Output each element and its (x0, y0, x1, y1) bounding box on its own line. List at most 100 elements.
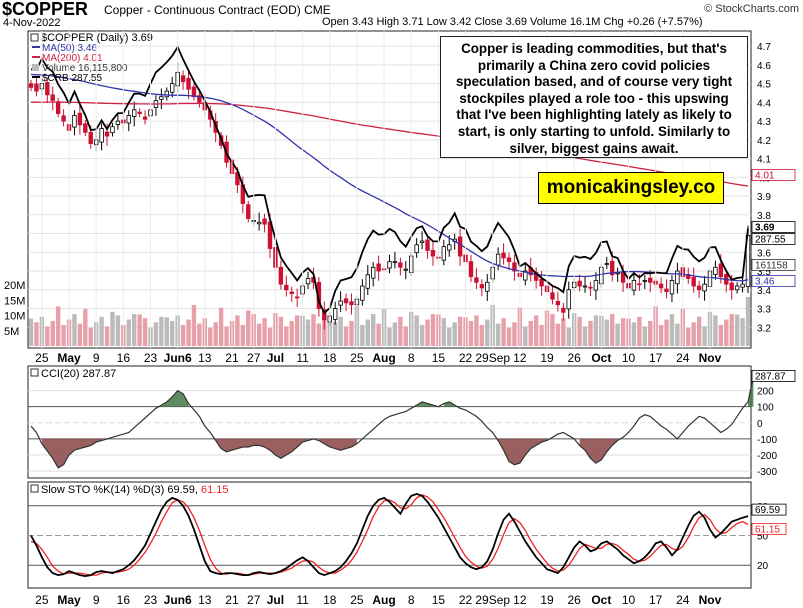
price-axis: 3.23.33.43.53.63.73.83.94.04.14.24.34.44… (757, 42, 771, 334)
volume-bar (99, 316, 104, 346)
cci-fill-region (579, 438, 618, 464)
cci-value-tag: 287.87 (751, 370, 796, 382)
volume-bar (208, 327, 213, 346)
volume-bar (278, 316, 284, 346)
volume-bar (642, 326, 647, 346)
x-tick-label: 25 (35, 593, 49, 607)
volume-bar (479, 325, 485, 346)
price-legend-swatch (30, 33, 39, 42)
candle-body (278, 266, 284, 285)
volume-bar (360, 325, 365, 346)
candle-body (631, 280, 637, 291)
volume-bar (256, 323, 262, 346)
cci-tick-label: 200 (757, 387, 774, 398)
price-tick-label: 4.7 (757, 42, 771, 53)
price-tick-label: 4.6 (757, 61, 771, 72)
candle-body (539, 278, 544, 287)
x-tick-label: 23 (144, 593, 158, 607)
volume-bar (72, 314, 77, 346)
x-tick-label: Oct (591, 593, 611, 607)
candle-body (180, 75, 186, 83)
value-tag-box (751, 275, 796, 287)
x-tick-label: 22 (459, 351, 473, 365)
x-tick-label: Aug (372, 351, 395, 365)
x-tick-label: 12 (513, 351, 527, 365)
candle-body (669, 280, 675, 295)
volume-bar (403, 326, 408, 346)
volume-bar (294, 315, 300, 346)
volume-bar (170, 320, 175, 346)
high-label: High (376, 16, 400, 28)
volume-bar (137, 314, 142, 346)
candle-body (72, 115, 77, 128)
x-axis-labels-bottom: 25 May 9 16 23 Jun6 13 21 27 Jul 11 18 25 Aug 8 15 22 29S… (35, 593, 721, 607)
volume-bar (104, 326, 110, 346)
price-tick-label: 4.1 (757, 155, 771, 166)
cci-grid (28, 390, 751, 472)
candle-body (441, 246, 447, 261)
volume-bar (28, 318, 34, 346)
volume-bar (246, 310, 251, 346)
candle-body (170, 83, 175, 93)
volume-bar (604, 319, 609, 346)
sto-k-line (30, 492, 749, 578)
volume-bar (713, 315, 718, 346)
cci-tag-box (751, 370, 796, 382)
volume-bar (610, 314, 615, 346)
candle-body (419, 240, 425, 243)
candle-body (642, 280, 647, 282)
volume-bar (132, 314, 137, 346)
volume-bar (447, 327, 452, 346)
volume-bar (332, 322, 338, 346)
x-tick-label: 27 (247, 593, 261, 607)
sto-tag-text: 69.59 (755, 505, 780, 516)
volume-bar (495, 323, 501, 346)
value-tag-text: 4.01 (755, 170, 775, 181)
volume-bar (664, 319, 669, 346)
x-tick-label: 8 (408, 593, 415, 607)
candle-body (376, 263, 381, 272)
x-tick-label: 11 (296, 351, 309, 365)
candle-body (34, 83, 39, 92)
value-tag-box (751, 259, 796, 271)
volume-bar (658, 325, 664, 346)
value-tag-box (751, 221, 796, 233)
candle-body (197, 95, 202, 103)
volume-bar (387, 327, 392, 346)
volume-bar (50, 320, 55, 346)
x-tick-label: 23 (144, 351, 158, 365)
volume-bar (468, 320, 474, 346)
volume-bar (414, 315, 419, 346)
volume-bar (512, 322, 517, 346)
candle-body (425, 239, 430, 251)
x-tick-label: 26 (568, 351, 582, 365)
sto-d-line (30, 494, 749, 576)
candle-body (561, 307, 566, 313)
x-tick-label: Oct (591, 351, 611, 365)
volume-bar (675, 323, 680, 346)
candle-body (126, 115, 131, 124)
price-tick-label: 3.3 (757, 305, 771, 316)
candle-body (550, 292, 555, 300)
chart-symbol: $COPPER (2, 0, 89, 19)
value-tag-text: 287.55 (755, 234, 786, 245)
candle-body (414, 244, 419, 254)
chg-label: Chg (603, 16, 624, 28)
volume-bar (506, 327, 512, 346)
chart-date: 4-Nov-2022 (3, 17, 61, 29)
x-tick-label: 9 (93, 351, 100, 365)
volume-bar (474, 315, 479, 346)
volume-bar (88, 327, 93, 346)
price-tick-label: 3.2 (757, 323, 771, 334)
volume-bar (338, 316, 343, 346)
cci-legend: CCI(20) 287.87 (41, 368, 116, 380)
volume-bar (724, 319, 729, 346)
candle-body (115, 120, 121, 125)
contract-name: Copper - Continuous Contract (EOD) CME (104, 3, 331, 17)
volume-bar (110, 311, 115, 346)
candle-body (392, 261, 398, 264)
volume-bar (34, 322, 39, 346)
sto-grid (28, 505, 751, 566)
x-tick-label: 12 (513, 593, 527, 607)
